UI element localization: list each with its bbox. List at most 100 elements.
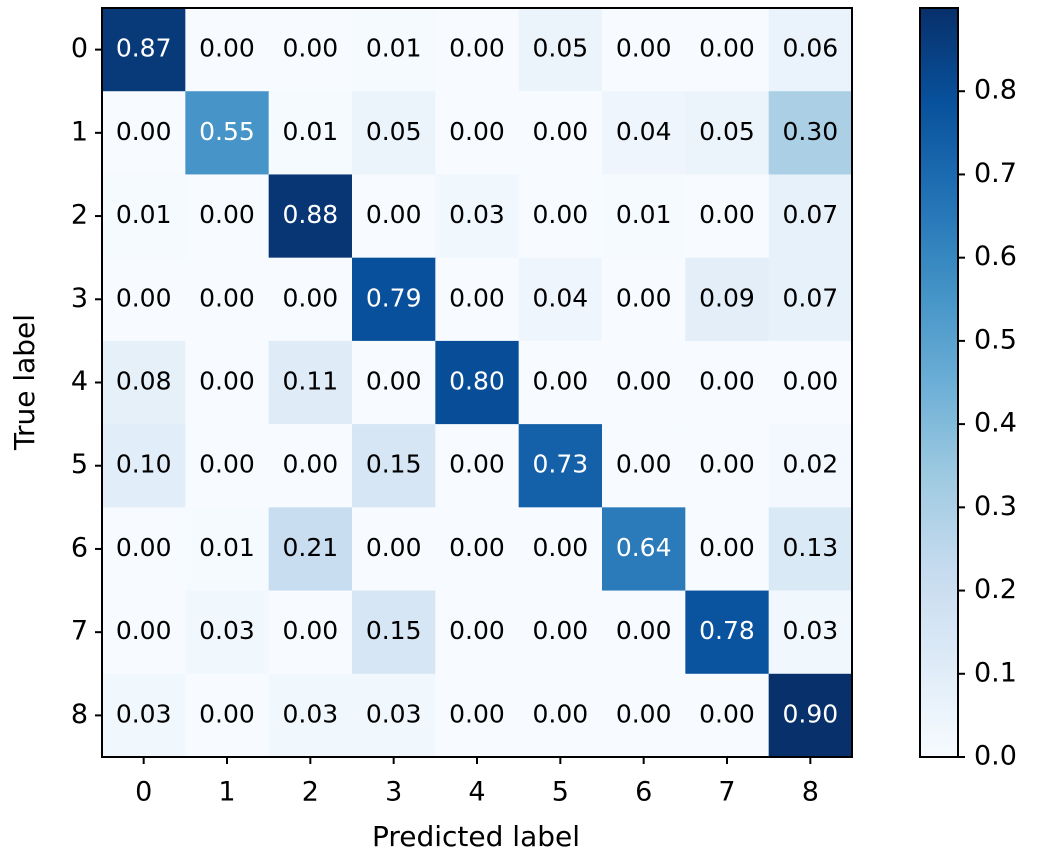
cell	[185, 424, 270, 508]
cell-label: 0.00	[199, 450, 255, 479]
cell-label: 0.01	[199, 533, 255, 562]
y-axis-label: True label	[8, 314, 41, 451]
cell	[435, 257, 520, 342]
cell-label: 0.03	[116, 699, 172, 728]
cell-label: 0.03	[199, 616, 255, 645]
colorbar	[919, 7, 959, 758]
cell-label: 0.00	[116, 616, 172, 645]
cell	[768, 91, 853, 175]
cell-label: 0.73	[532, 450, 588, 479]
cell	[685, 257, 770, 342]
cell	[768, 340, 853, 425]
x-tick-label: 3	[385, 777, 402, 808]
cell-label: 0.00	[616, 699, 672, 728]
y-tick-label: 2	[71, 200, 88, 231]
cell	[518, 424, 603, 508]
cell	[518, 590, 603, 675]
cell-label: 0.00	[199, 699, 255, 728]
colorbar-tick-label: 0.3	[974, 491, 1017, 522]
cell	[768, 590, 853, 675]
cell	[768, 8, 853, 92]
cell-label: 0.00	[532, 200, 588, 229]
cell-label: 0.00	[616, 283, 672, 312]
cell	[602, 257, 686, 342]
cell-label: 0.03	[449, 200, 505, 229]
cell-label: 0.00	[449, 34, 505, 63]
y-tick-label: 8	[71, 699, 88, 730]
cell	[268, 507, 353, 592]
colorbar-tick-label: 0.6	[974, 241, 1017, 272]
cell	[518, 174, 603, 259]
cell-label: 0.03	[366, 699, 422, 728]
cell	[518, 507, 603, 592]
cell-label: 0.64	[616, 533, 672, 562]
cell	[768, 507, 853, 592]
cell-label: 0.00	[699, 200, 755, 229]
cell	[102, 8, 186, 92]
y-tick-label: 0	[71, 33, 88, 64]
cell	[185, 174, 270, 259]
cell-label: 0.00	[116, 283, 172, 312]
cell	[685, 673, 770, 758]
cell-label: 0.00	[616, 450, 672, 479]
cell	[435, 507, 520, 592]
cell	[102, 590, 186, 675]
cell	[185, 91, 270, 175]
cell	[102, 91, 186, 175]
cell	[435, 590, 520, 675]
cell	[602, 424, 686, 508]
cell	[352, 174, 436, 259]
cell	[685, 8, 770, 92]
cell-label: 0.00	[699, 34, 755, 63]
cell-label: 0.02	[782, 450, 838, 479]
cell-label: 0.00	[116, 117, 172, 146]
colorbar-tick-label: 0.4	[974, 408, 1017, 439]
x-tick-label: 7	[718, 777, 735, 808]
cell-label: 0.00	[199, 367, 255, 396]
cell-label: 0.87	[116, 34, 172, 63]
cell	[268, 8, 353, 92]
cell-label: 0.10	[116, 450, 172, 479]
y-tick-label: 7	[71, 616, 88, 647]
cell	[602, 8, 686, 92]
cell	[102, 424, 186, 508]
colorbar-tick-label: 0.7	[974, 158, 1017, 189]
cell	[602, 340, 686, 425]
cell	[518, 257, 603, 342]
cell	[102, 673, 186, 758]
cell	[268, 91, 353, 175]
cell-label: 0.00	[449, 533, 505, 562]
cell	[602, 507, 686, 592]
y-tick-label: 4	[71, 366, 88, 397]
cell	[185, 340, 270, 425]
x-tick-label: 6	[635, 777, 652, 808]
y-tick-label: 3	[71, 283, 88, 314]
x-tick-label: 0	[135, 777, 152, 808]
cell-label: 0.00	[699, 533, 755, 562]
cell	[602, 174, 686, 259]
colorbar-tick-label: 0.8	[974, 75, 1017, 106]
cell	[435, 340, 520, 425]
cell	[685, 590, 770, 675]
cell-label: 0.00	[699, 699, 755, 728]
cell	[268, 590, 353, 675]
cell	[602, 673, 686, 758]
cell	[435, 174, 520, 259]
y-tick-label: 6	[71, 532, 88, 563]
cell-label: 0.00	[616, 616, 672, 645]
cell-label: 0.00	[449, 117, 505, 146]
cell	[518, 8, 603, 92]
cell-label: 0.00	[199, 283, 255, 312]
cell	[768, 257, 853, 342]
cell-label: 0.00	[366, 200, 422, 229]
cell-label: 0.00	[449, 283, 505, 312]
cell	[102, 174, 186, 259]
cell	[435, 424, 520, 508]
colorbar-tick-label: 0.2	[974, 574, 1017, 605]
cell	[435, 91, 520, 175]
cell-label: 0.15	[366, 616, 422, 645]
cell	[685, 507, 770, 592]
cell	[685, 91, 770, 175]
cell-label: 0.00	[282, 616, 338, 645]
